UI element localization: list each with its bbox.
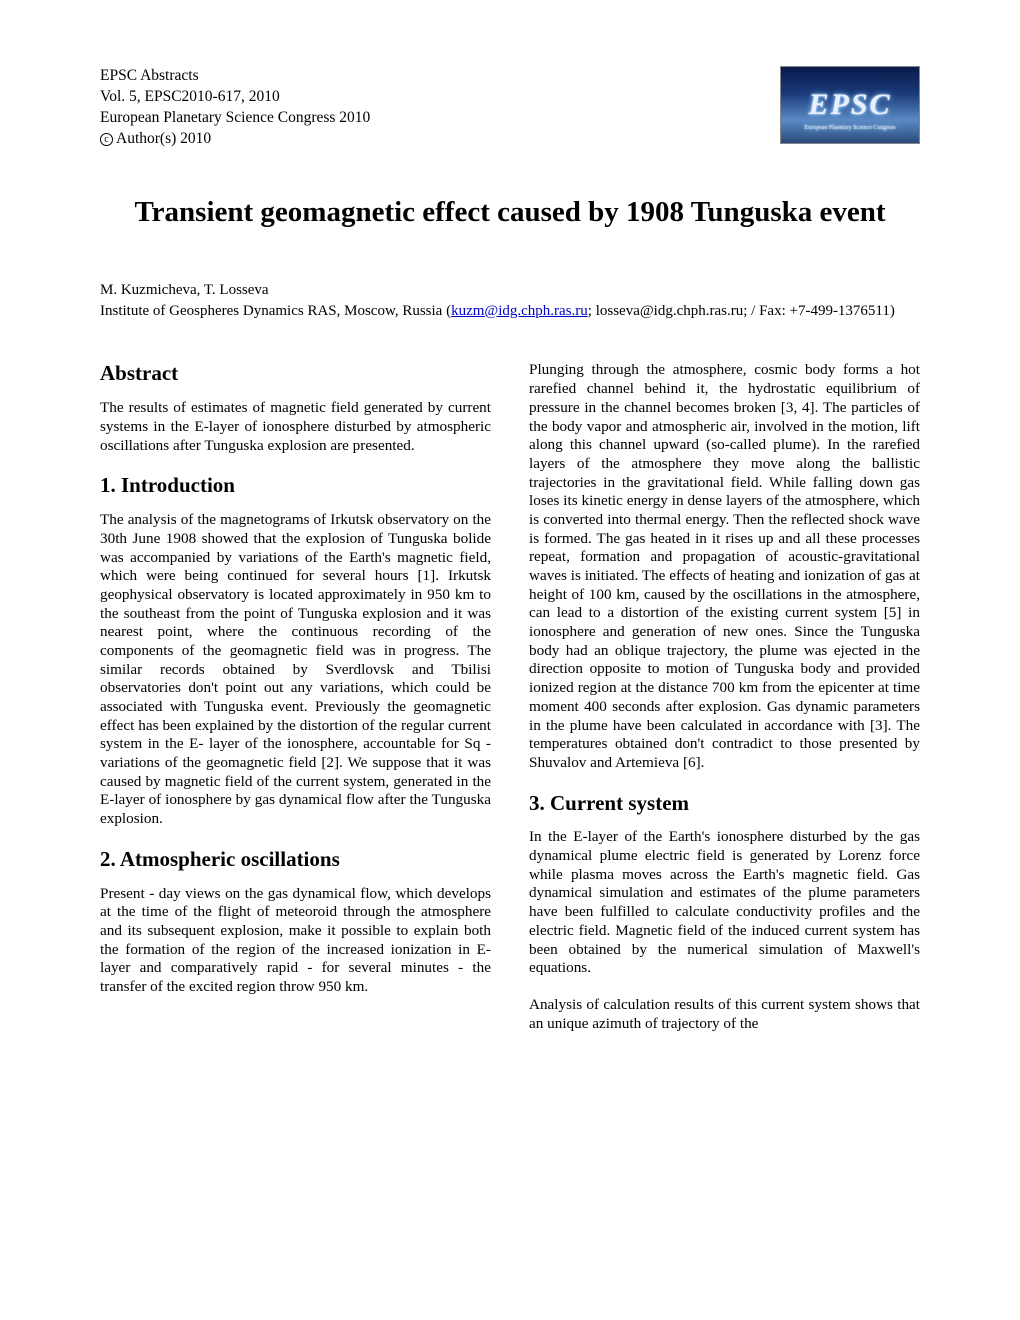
body-columns: Abstract The results of estimates of mag… [100,361,920,1033]
abstracts-line: EPSC Abstracts [100,66,370,87]
epsc-logo: EPSC European Planetary Science Congress [780,66,920,144]
oscillations-body-1: Present - day views on the gas dynamical… [100,885,491,997]
page-header: EPSC Abstracts Vol. 5, EPSC2010-617, 201… [100,66,920,150]
copyright-icon: c [100,133,113,146]
affiliation-line: Institute of Geospheres Dynamics RAS, Mo… [100,302,920,322]
email-link[interactable]: kuzm@idg.chph.ras.ru [451,303,588,319]
affiliation-prefix: Institute of Geospheres Dynamics RAS, Mo… [100,303,451,319]
affiliation-suffix: ; losseva@idg.chph.ras.ru; / Fax: +7-499… [588,303,895,319]
abstract-body: The results of estimates of magnetic fie… [100,399,491,455]
current-system-body-2: Analysis of calculation results of this … [529,996,920,1033]
logo-subtitle: European Planetary Science Congress [804,125,895,131]
authors-line: M. Kuzmicheva, T. Losseva [100,282,920,299]
volume-line: Vol. 5, EPSC2010-617, 2010 [100,87,370,108]
logo-text: EPSC [808,88,891,122]
current-system-heading: 3. Current system [529,791,920,817]
congress-line: European Planetary Science Congress 2010 [100,108,370,129]
abstract-heading: Abstract [100,361,491,387]
paper-title: Transient geomagnetic effect caused by 1… [120,194,900,230]
copyright-text: Author(s) 2010 [113,130,211,147]
introduction-heading: 1. Introduction [100,473,491,499]
header-meta: EPSC Abstracts Vol. 5, EPSC2010-617, 201… [100,66,370,150]
introduction-body: The analysis of the magnetograms of Irku… [100,511,491,829]
copyright-line: c Author(s) 2010 [100,129,370,150]
oscillations-heading: 2. Atmospheric oscillations [100,847,491,873]
oscillations-body-2: Plunging through the atmosphere, cosmic … [529,361,920,772]
current-system-body-1: In the E-layer of the Earth's ionosphere… [529,828,920,978]
